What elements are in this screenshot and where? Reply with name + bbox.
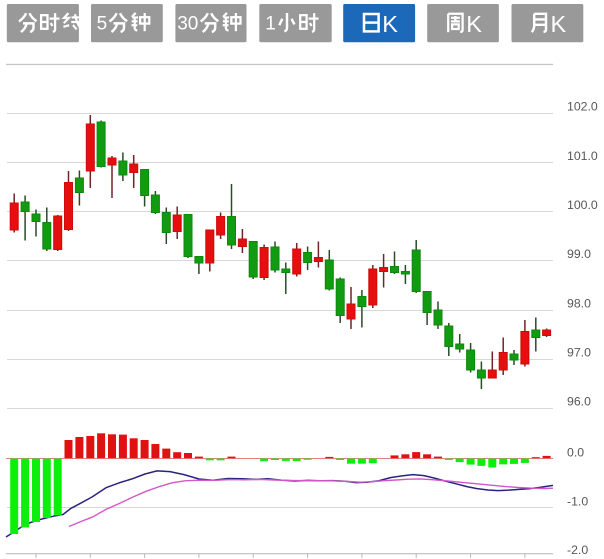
svg-text:0.0: 0.0 xyxy=(567,446,584,460)
svg-text:1: 1 xyxy=(265,14,276,35)
svg-text:97.0: 97.0 xyxy=(567,345,591,359)
svg-text:30: 30 xyxy=(177,14,198,35)
svg-text:K: K xyxy=(466,11,482,37)
svg-text:5: 5 xyxy=(97,14,108,35)
svg-text:99.0: 99.0 xyxy=(567,247,591,261)
svg-text:K: K xyxy=(382,11,398,37)
svg-text:-2.0: -2.0 xyxy=(567,543,588,557)
svg-text:K: K xyxy=(551,11,567,37)
svg-text:96.0: 96.0 xyxy=(567,395,591,409)
svg-text:101.0: 101.0 xyxy=(567,149,598,163)
svg-text:100.0: 100.0 xyxy=(567,198,598,212)
svg-text:-1.0: -1.0 xyxy=(567,495,588,509)
svg-text:98.0: 98.0 xyxy=(567,296,591,310)
svg-text:102.0: 102.0 xyxy=(567,100,598,114)
